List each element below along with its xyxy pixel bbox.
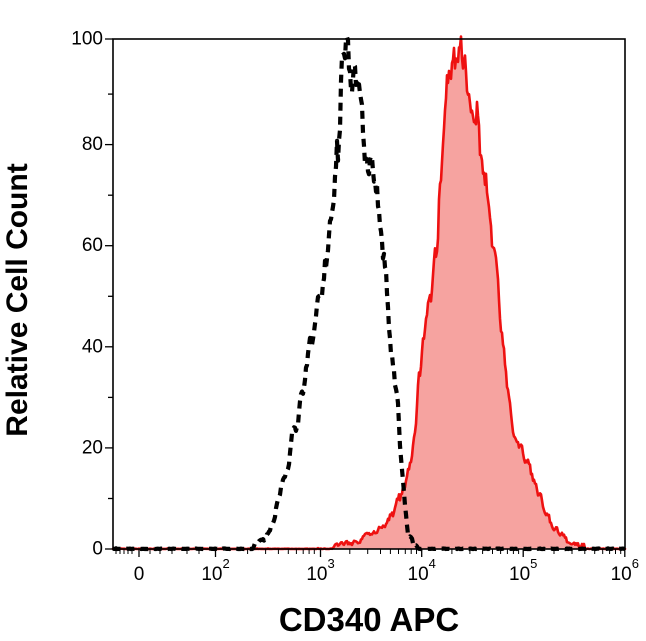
svg-text:80: 80 [82,134,103,155]
svg-text:Relative Cell Count: Relative Cell Count [1,163,34,436]
svg-text:CD340 APC: CD340 APC [279,601,459,638]
svg-text:0: 0 [134,564,145,585]
svg-text:105: 105 [509,556,537,585]
svg-text:106: 106 [611,556,639,585]
svg-text:103: 103 [306,556,334,585]
svg-text:40: 40 [82,336,103,357]
svg-text:20: 20 [82,437,103,458]
svg-text:104: 104 [408,556,436,585]
svg-text:100: 100 [71,29,103,50]
svg-text:0: 0 [92,539,103,560]
svg-text:60: 60 [82,235,103,256]
svg-text:102: 102 [201,556,229,585]
